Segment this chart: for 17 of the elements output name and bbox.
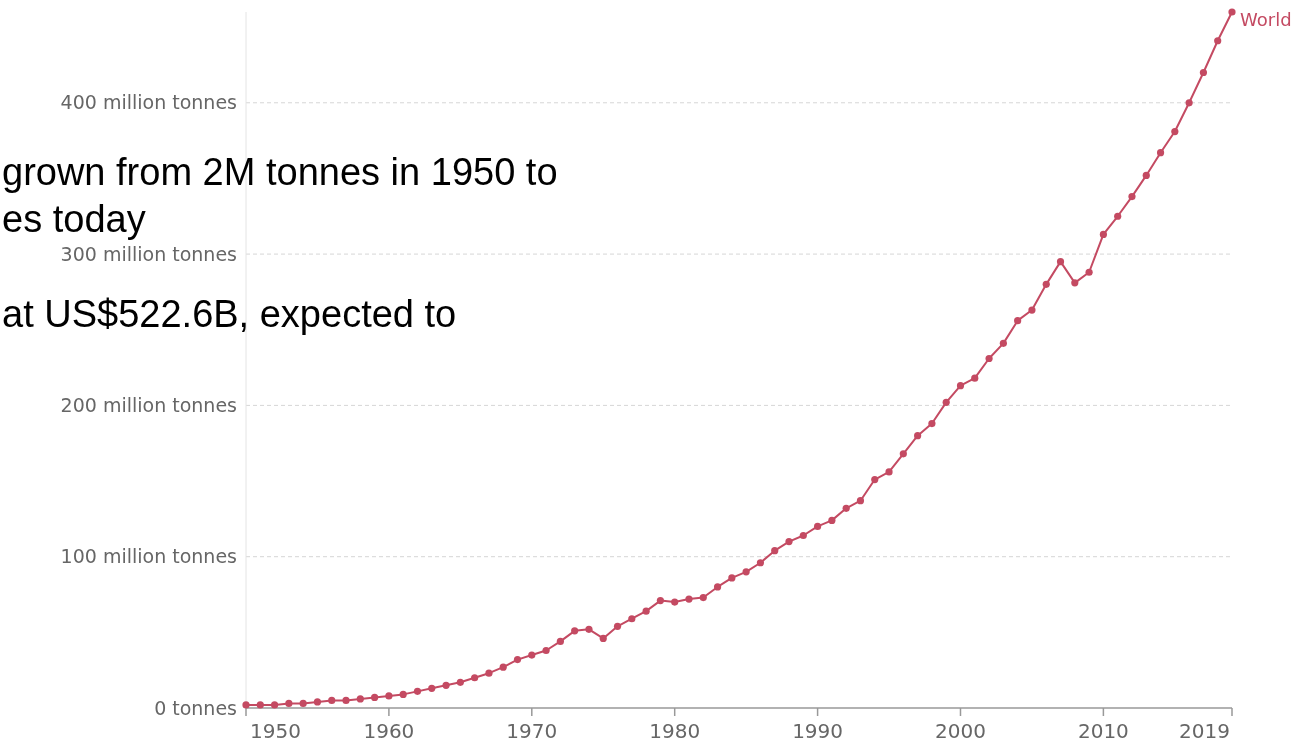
x-tick-label: 1950: [250, 719, 301, 743]
x-tick-label: 2010: [1077, 719, 1129, 743]
y-tick-label: 100 million tonnes: [60, 545, 237, 568]
x-tick-label: 1980: [649, 719, 701, 743]
annotation: grown from 2M tonnes in 1950 to: [2, 151, 558, 193]
x-tick-label: 1990: [792, 719, 844, 743]
y-tick-label: 0 tonnes: [154, 696, 237, 719]
y-tick-label: 200 million tonnes: [60, 394, 237, 417]
x-tick-label: 2000: [935, 719, 986, 743]
text: es today: [2, 198, 146, 240]
y-tick-label: 300 million tonnes: [60, 242, 237, 265]
x-tick-label: 1960: [363, 719, 415, 743]
x-tick-label: 2019: [1179, 719, 1230, 743]
series-label: World: [1240, 9, 1292, 30]
y-tick-label: 400 million tonnes: [60, 91, 237, 114]
annotation: at US$522.6B, expected to: [2, 293, 457, 335]
x-tick-label: 1970: [506, 719, 558, 743]
